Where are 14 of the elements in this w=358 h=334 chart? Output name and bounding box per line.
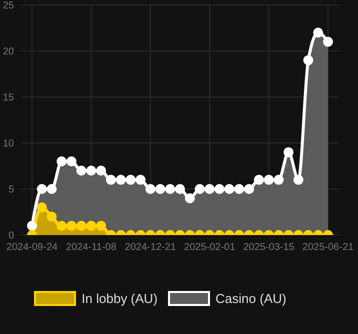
y-tick-label: 0 xyxy=(8,230,14,242)
y-tick-label: 10 xyxy=(2,138,14,150)
x-tick-label: 2024-12-21 xyxy=(124,242,176,254)
y-tick-label: 5 xyxy=(8,184,14,196)
x-tick-label: 2024-11-08 xyxy=(66,242,117,254)
x-tick-label: 2025-06-21 xyxy=(302,242,354,254)
y-tick-label: 25 xyxy=(2,0,14,12)
x-tick-label: 2025-03-15 xyxy=(243,242,295,254)
legend-label: In lobby (AU) xyxy=(82,291,158,306)
x-tick-label: 2025-02-01 xyxy=(184,242,236,254)
legend-label: Casino (AU) xyxy=(216,291,286,306)
y-tick-label: 15 xyxy=(2,92,14,104)
y-tick-label: 20 xyxy=(2,46,14,58)
x-tick-label: 2024-09-24 xyxy=(6,242,58,254)
